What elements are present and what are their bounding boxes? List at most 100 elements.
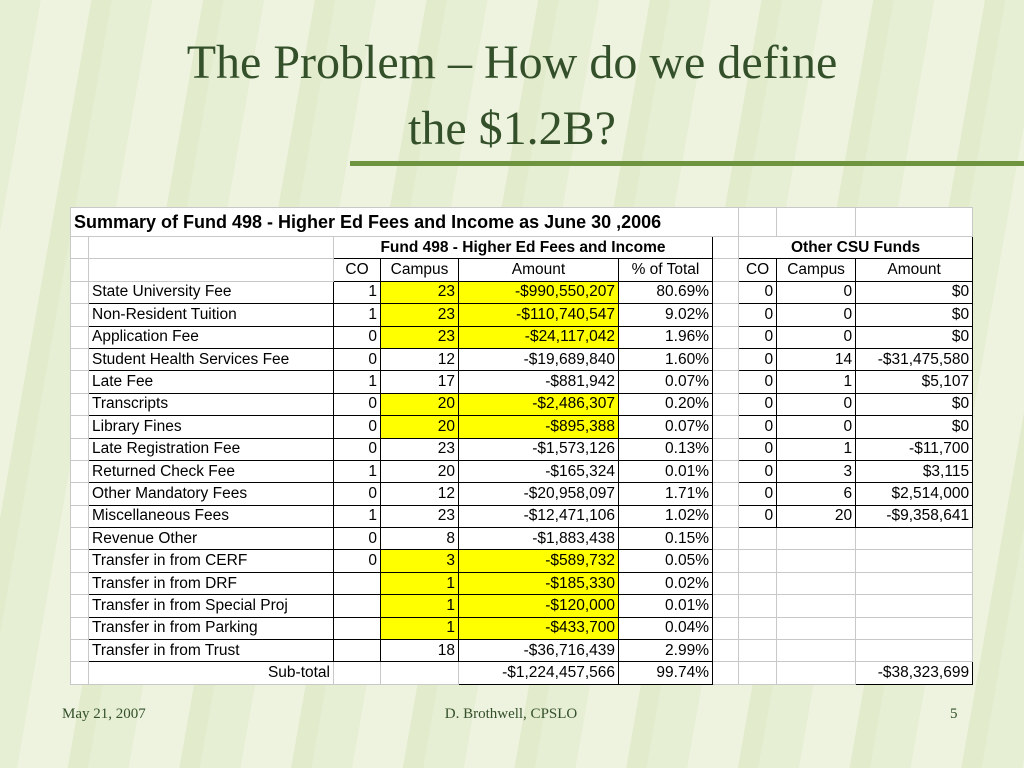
subtotal-percent: 99.74% xyxy=(618,661,713,685)
cell xyxy=(70,639,89,663)
co-cell: 0 xyxy=(333,347,381,372)
other-cell: 0 xyxy=(738,415,778,439)
cell xyxy=(70,303,89,327)
other-cell: 0 xyxy=(738,504,778,529)
other-cell: 0 xyxy=(738,482,778,506)
percent-cell: 1.60% xyxy=(618,347,713,372)
data-row: Late Fee 1 17 -$881,942 0.07% 0 1 $5,107 xyxy=(70,370,974,394)
other-cell xyxy=(738,571,778,596)
fund-table: Summary of Fund 498 - Higher Ed Fees and… xyxy=(69,207,974,685)
data-row: Transfer in from Parking 1 -$433,700 0.04% xyxy=(70,616,974,641)
percent-cell: 0.04% xyxy=(618,616,713,641)
other-cell: 0 xyxy=(738,370,778,394)
co-cell: 0 xyxy=(333,415,381,439)
title-line: The Problem – How do we define xyxy=(186,36,838,89)
data-row: Application Fee 0 23 -$24,117,042 1.96% 0 0 $0 xyxy=(70,325,974,349)
campus-cell: 20 xyxy=(380,392,459,417)
row-label: Application Fee xyxy=(88,325,334,349)
other-cell: 0 xyxy=(738,459,778,484)
data-row: Non-Resident Tuition 1 23 -$110,740,547 9.02… xyxy=(70,303,974,327)
page-number: 5 xyxy=(950,706,958,722)
other-cell xyxy=(776,527,857,551)
percent-cell: 0.05% xyxy=(618,549,713,573)
cell xyxy=(711,392,740,417)
data-row: Transfer in from DRF 1 -$185,330 0.02% xyxy=(70,571,974,596)
other-amount-cell xyxy=(855,639,974,663)
other-cell: 0 xyxy=(738,325,778,349)
campus-cell: 8 xyxy=(380,527,459,551)
amount-cell: -$881,942 xyxy=(458,370,619,394)
other-cell xyxy=(776,549,857,573)
co-cell: 0 xyxy=(333,325,381,349)
co-cell: 0 xyxy=(333,549,381,573)
column-header: % of Total xyxy=(618,258,713,282)
caption-row: Summary of Fund 498 - Higher Ed Fees and… xyxy=(69,207,974,237)
co-cell: 1 xyxy=(333,370,381,394)
cell xyxy=(711,258,740,282)
other-cell: 14 xyxy=(776,347,857,372)
other-amount-cell: $0 xyxy=(855,325,974,349)
subtotal-other-amount: -$38,323,699 xyxy=(855,661,974,685)
data-row: Revenue Other 0 8 -$1,883,438 0.15% xyxy=(70,527,974,551)
cell xyxy=(711,235,740,260)
campus-cell: 12 xyxy=(380,482,459,506)
cell xyxy=(711,571,740,596)
cell xyxy=(711,616,740,641)
co-cell xyxy=(333,616,381,641)
amount-cell: -$165,324 xyxy=(458,459,619,484)
other-cell: 0 xyxy=(776,415,857,439)
cell xyxy=(70,437,89,461)
amount-cell: -$433,700 xyxy=(458,616,619,641)
other-cell xyxy=(776,594,857,618)
cell xyxy=(855,207,974,237)
cell xyxy=(711,482,740,506)
cell xyxy=(70,235,89,260)
percent-cell: 1.96% xyxy=(618,325,713,349)
cell xyxy=(70,549,89,573)
cell xyxy=(711,325,740,349)
co-cell: 0 xyxy=(333,527,381,551)
cell xyxy=(70,527,89,551)
other-cell: 0 xyxy=(776,280,857,305)
cell xyxy=(711,504,740,529)
other-cell xyxy=(776,571,857,596)
row-label: Transcripts xyxy=(88,392,334,417)
amount-cell: -$20,958,097 xyxy=(458,482,619,506)
other-amount-cell: -$31,475,580 xyxy=(855,347,974,372)
percent-cell: 9.02% xyxy=(618,303,713,327)
other-amount-cell: $0 xyxy=(855,392,974,417)
row-label: Non-Resident Tuition xyxy=(88,303,334,327)
co-cell: 0 xyxy=(333,437,381,461)
cell xyxy=(70,504,89,529)
row-label: Returned Check Fee xyxy=(88,459,334,484)
title-line: the $1.2B? xyxy=(408,102,616,155)
other-amount-cell: $5,107 xyxy=(855,370,974,394)
campus-cell: 3 xyxy=(380,549,459,573)
cell xyxy=(711,280,740,305)
slide-title: The Problem – How do we define the $1.2B… xyxy=(0,30,1024,162)
amount-cell: -$1,573,126 xyxy=(458,437,619,461)
subtotal-row: Sub-total -$1,224,457,566 99.74% -$38,323,6… xyxy=(70,661,974,685)
other-cell xyxy=(776,639,857,663)
campus-cell: 23 xyxy=(380,325,459,349)
campus-cell: 18 xyxy=(380,639,459,663)
row-label: Late Registration Fee xyxy=(88,437,334,461)
other-cell: 20 xyxy=(776,504,857,529)
co-cell xyxy=(333,639,381,663)
percent-cell: 2.99% xyxy=(618,639,713,663)
amount-cell: -$895,388 xyxy=(458,415,619,439)
percent-cell: 0.15% xyxy=(618,527,713,551)
data-row: Student Health Services Fee 0 12 -$19,689,8… xyxy=(70,347,974,372)
other-amount-cell xyxy=(855,616,974,641)
other-cell: 0 xyxy=(776,303,857,327)
cell xyxy=(70,347,89,372)
cell xyxy=(70,325,89,349)
cell xyxy=(70,459,89,484)
cell xyxy=(70,571,89,596)
other-cell xyxy=(738,616,778,641)
other-cell: 0 xyxy=(738,280,778,305)
column-header: CO xyxy=(738,258,778,282)
other-cell: 0 xyxy=(738,392,778,417)
campus-cell: 23 xyxy=(380,504,459,529)
row-label: State University Fee xyxy=(88,280,334,305)
